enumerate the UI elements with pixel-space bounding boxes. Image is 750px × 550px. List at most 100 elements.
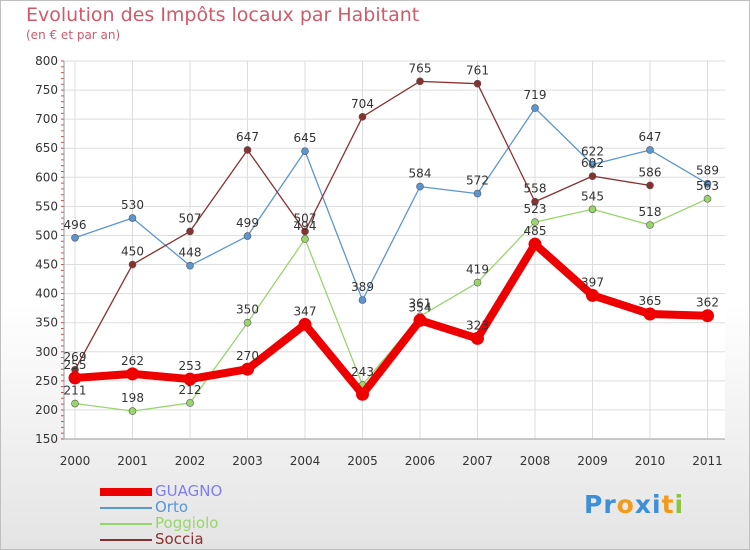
data-point-orto [301, 147, 309, 155]
data-label-guagno: 365 [639, 294, 662, 308]
x-tick-label: 2006 [405, 454, 436, 468]
data-point-soccia [186, 227, 194, 236]
data-point-soccia [416, 77, 424, 86]
data-label-poggiolo: 350 [236, 303, 259, 317]
data-point-guagno [298, 317, 312, 331]
logo-letter: o [616, 490, 635, 519]
data-point-soccia [588, 172, 597, 180]
data-label-guagno: 253 [179, 359, 202, 373]
data-label-poggiolo: 361 [409, 296, 432, 310]
y-tick-label: 450 [35, 258, 58, 272]
plot-area [64, 61, 725, 439]
data-label-poggiolo: 212 [179, 383, 202, 397]
x-tick-label: 2001 [117, 454, 148, 468]
y-tick-label: 300 [35, 345, 58, 359]
data-label-soccia: 602 [581, 156, 604, 170]
legend-label: Orto [155, 498, 189, 516]
data-point-poggiolo [186, 399, 194, 407]
data-point-poggiolo [703, 195, 712, 203]
legend-swatch [100, 488, 152, 496]
x-tick-label: 2002 [175, 454, 206, 468]
data-label-orto: 499 [236, 216, 259, 230]
data-point-guagno [126, 367, 139, 381]
logo-letter: r [603, 490, 617, 519]
y-tick-label: 650 [35, 141, 58, 155]
logo-letter: P [584, 490, 604, 519]
data-label-soccia: 765 [409, 61, 432, 75]
x-tick-label: 2000 [60, 454, 91, 468]
data-point-soccia [243, 146, 252, 154]
series-line-poggiolo [74, 198, 709, 412]
data-label-soccia: 647 [236, 130, 259, 144]
data-point-orto [703, 179, 712, 188]
data-point-guagno [528, 237, 542, 251]
data-label-orto: 719 [524, 88, 547, 102]
logo-letter: i [652, 490, 662, 519]
x-tick-label: 2007 [462, 454, 493, 468]
data-label-soccia: 704 [351, 97, 374, 111]
y-tick-label: 350 [35, 316, 58, 330]
data-point-guagno [68, 371, 82, 385]
legend-swatch [100, 539, 152, 541]
y-tick-label: 200 [35, 403, 58, 417]
data-label-soccia: 558 [524, 182, 547, 196]
data-label-guagno: 354 [409, 300, 432, 314]
data-point-soccia [646, 181, 654, 190]
x-tick-label: 2008 [520, 454, 551, 468]
data-point-soccia [473, 79, 482, 88]
data-label-orto: 448 [179, 246, 202, 260]
data-label-soccia: 586 [639, 165, 662, 179]
series-line-orto [74, 107, 709, 301]
data-point-orto [186, 261, 194, 270]
data-point-guagno [356, 387, 369, 401]
x-tick-label: 2009 [577, 454, 608, 468]
data-label-guagno: 362 [696, 296, 719, 310]
data-label-orto: 589 [696, 164, 719, 178]
y-tick-label: 750 [35, 83, 58, 97]
y-tick-label: 600 [35, 170, 58, 184]
data-point-orto [531, 104, 539, 112]
data-label-poggiolo: 545 [581, 189, 604, 203]
data-label-soccia: 507 [179, 211, 202, 225]
data-point-poggiolo [128, 407, 137, 415]
data-point-guagno [183, 372, 197, 386]
data-label-poggiolo: 523 [524, 202, 547, 216]
data-point-orto [588, 160, 597, 169]
x-tick-label: 2011 [692, 454, 723, 468]
legend-swatch [100, 507, 152, 509]
data-label-poggiolo: 243 [351, 365, 374, 379]
data-point-guagno [471, 331, 484, 345]
data-point-guagno [241, 362, 254, 376]
data-label-orto: 647 [639, 130, 662, 144]
data-label-orto: 622 [581, 145, 604, 159]
data-label-guagno: 323 [466, 318, 489, 332]
y-tick-label: 800 [35, 54, 58, 68]
data-label-poggiolo: 198 [121, 391, 144, 405]
legend-label: GUAGNO [155, 482, 223, 500]
y-tick-label: 250 [35, 374, 58, 388]
legend-label: Poggiolo [155, 514, 219, 532]
data-point-poggiolo [588, 205, 597, 214]
data-label-soccia: 450 [121, 245, 144, 259]
data-label-orto: 572 [466, 174, 489, 188]
data-label-poggiolo: 494 [294, 219, 317, 233]
data-label-guagno: 485 [524, 224, 547, 238]
data-label-orto: 584 [409, 167, 432, 181]
data-label-orto: 389 [351, 280, 374, 294]
logo-letter: x [634, 490, 652, 519]
data-point-orto [128, 214, 137, 222]
data-point-orto [358, 296, 367, 304]
proxiti-logo: Proxiti [584, 490, 684, 519]
legend-label: Soccia [155, 530, 204, 548]
x-tick-label: 2004 [290, 454, 321, 468]
data-point-guagno [413, 313, 427, 327]
y-tick-label: 550 [35, 199, 58, 213]
data-point-poggiolo [71, 399, 79, 408]
logo-letter: t [661, 490, 675, 519]
data-point-poggiolo [531, 218, 539, 226]
legend-swatch [100, 523, 152, 525]
data-label-guagno: 262 [121, 354, 144, 368]
data-label-poggiolo: 419 [466, 263, 489, 277]
data-label-orto: 530 [121, 198, 144, 212]
